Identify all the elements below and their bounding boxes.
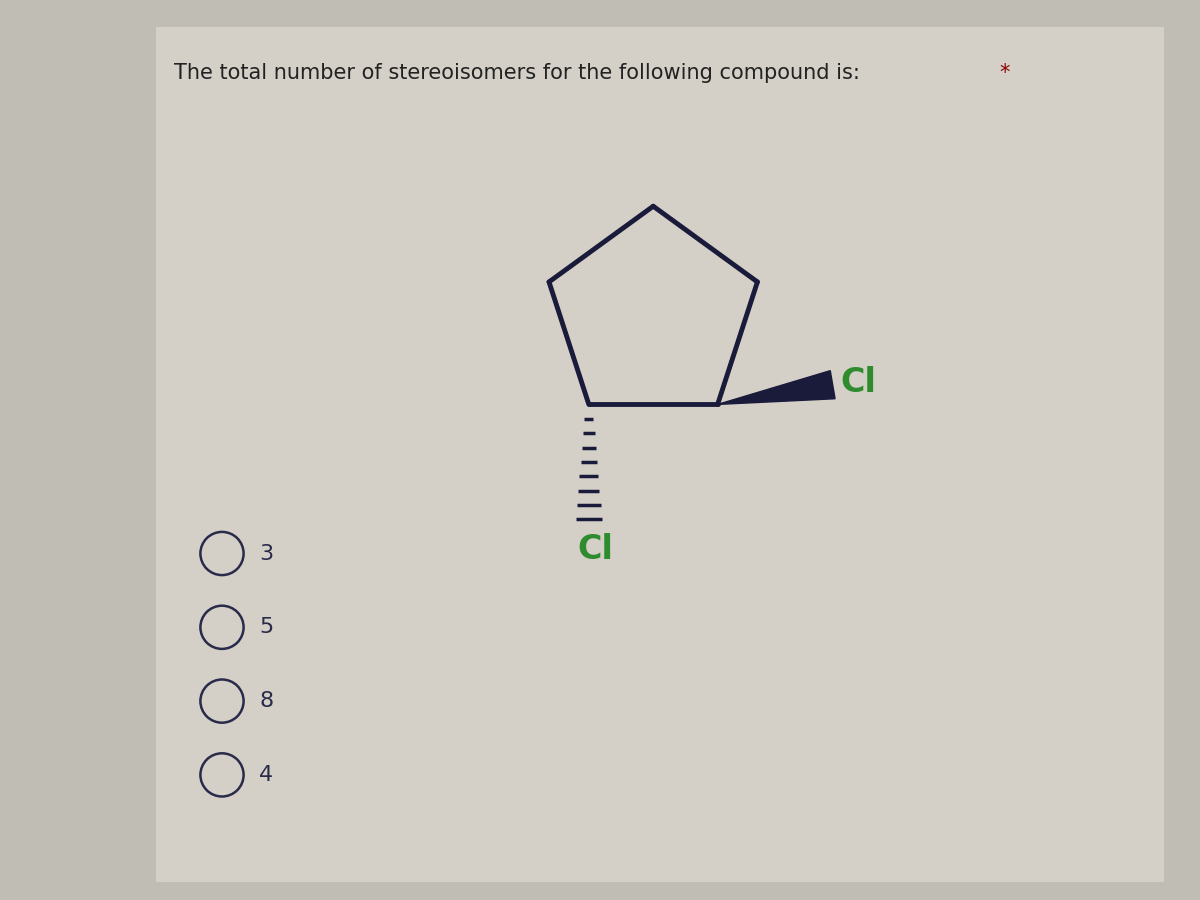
Text: Cl: Cl bbox=[577, 533, 613, 565]
Text: 5: 5 bbox=[259, 617, 274, 637]
Text: 4: 4 bbox=[259, 765, 274, 785]
Text: The total number of stereoisomers for the following compound is:: The total number of stereoisomers for th… bbox=[174, 63, 866, 83]
Text: 8: 8 bbox=[259, 691, 274, 711]
Text: Cl: Cl bbox=[840, 366, 876, 399]
Polygon shape bbox=[718, 371, 835, 404]
Text: 3: 3 bbox=[259, 544, 274, 563]
Text: *: * bbox=[1000, 63, 1010, 83]
